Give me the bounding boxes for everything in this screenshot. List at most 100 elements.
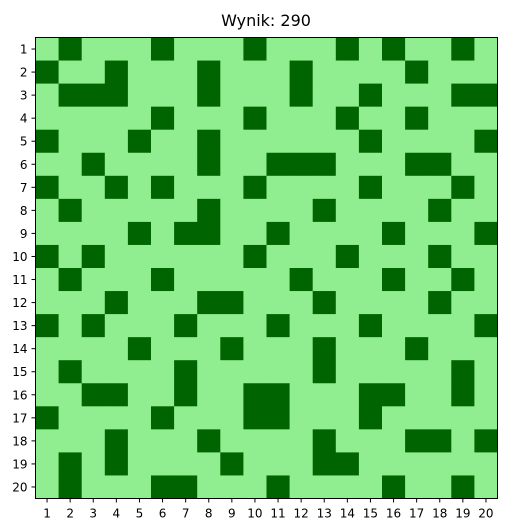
board-cell-filled[interactable] — [451, 383, 475, 407]
board-cell-empty[interactable] — [151, 360, 175, 384]
board-cell-filled[interactable] — [127, 337, 152, 361]
board-cell-empty[interactable] — [335, 60, 360, 84]
board-cell-empty[interactable] — [220, 129, 244, 154]
board-cell-empty[interactable] — [382, 291, 406, 315]
board-cell-empty[interactable] — [104, 244, 129, 269]
board-cell-empty[interactable] — [335, 406, 360, 430]
board-cell-empty[interactable] — [58, 337, 83, 361]
board-cell-empty[interactable] — [312, 314, 337, 338]
board-cell-empty[interactable] — [382, 360, 406, 384]
board-cell-empty[interactable] — [151, 244, 175, 269]
board-cell-filled[interactable] — [174, 360, 198, 384]
board-cell-filled[interactable] — [289, 60, 314, 84]
board-cell-empty[interactable] — [382, 175, 406, 200]
board-cell-empty[interactable] — [358, 429, 383, 453]
board-cell-filled[interactable] — [243, 406, 267, 430]
board-cell-empty[interactable] — [104, 360, 129, 384]
board-cell-empty[interactable] — [428, 268, 452, 292]
board-cell-empty[interactable] — [358, 452, 383, 476]
board-cell-empty[interactable] — [335, 268, 360, 292]
board-cell-filled[interactable] — [428, 291, 452, 315]
board-cell-empty[interactable] — [220, 406, 244, 430]
board-cell-empty[interactable] — [151, 452, 175, 476]
board-cell-filled[interactable] — [266, 383, 291, 407]
board-cell-empty[interactable] — [104, 406, 129, 430]
board-cell-filled[interactable] — [127, 221, 152, 246]
board-cell-empty[interactable] — [220, 106, 244, 131]
board-cell-empty[interactable] — [335, 314, 360, 338]
board-cell-empty[interactable] — [174, 406, 198, 430]
board-cell-empty[interactable] — [58, 406, 83, 430]
board-cell-empty[interactable] — [127, 106, 152, 131]
board-cell-empty[interactable] — [220, 175, 244, 200]
board-cell-empty[interactable] — [405, 383, 429, 407]
board-cell-empty[interactable] — [151, 314, 175, 338]
board-cell-empty[interactable] — [243, 268, 267, 292]
board-cell-empty[interactable] — [151, 221, 175, 246]
board-cell-filled[interactable] — [243, 383, 267, 407]
board-cell-filled[interactable] — [428, 152, 452, 177]
board-cell-empty[interactable] — [335, 429, 360, 453]
board-cell-empty[interactable] — [335, 175, 360, 200]
board-cell-empty[interactable] — [197, 314, 221, 338]
board-cell-filled[interactable] — [104, 383, 129, 407]
board-cell-filled[interactable] — [335, 452, 360, 476]
board-cell-empty[interactable] — [428, 106, 452, 131]
board-cell-filled[interactable] — [289, 268, 314, 292]
board-cell-empty[interactable] — [405, 175, 429, 200]
board-cell-filled[interactable] — [312, 360, 337, 384]
board-cell-empty[interactable] — [428, 337, 452, 361]
board-cell-empty[interactable] — [151, 129, 175, 154]
board-cell-filled[interactable] — [382, 475, 406, 499]
board-cell-filled[interactable] — [289, 152, 314, 177]
board-cell-empty[interactable] — [289, 244, 314, 269]
board-cell-filled[interactable] — [151, 37, 175, 61]
board-cell-empty[interactable] — [127, 244, 152, 269]
board-cell-empty[interactable] — [127, 198, 152, 223]
board-cell-empty[interactable] — [335, 129, 360, 154]
board-cell-empty[interactable] — [243, 129, 267, 154]
board-cell-empty[interactable] — [312, 406, 337, 430]
board-cell-empty[interactable] — [243, 152, 267, 177]
board-cell-empty[interactable] — [174, 337, 198, 361]
board-cell-empty[interactable] — [266, 129, 291, 154]
board-cell-empty[interactable] — [104, 268, 129, 292]
board-cell-filled[interactable] — [174, 314, 198, 338]
board-cell-empty[interactable] — [358, 152, 383, 177]
board-cell-empty[interactable] — [35, 291, 60, 315]
board-cell-empty[interactable] — [382, 452, 406, 476]
board-cell-empty[interactable] — [474, 360, 498, 384]
board-cell-empty[interactable] — [266, 175, 291, 200]
board-cell-empty[interactable] — [197, 244, 221, 269]
board-cell-empty[interactable] — [382, 406, 406, 430]
board-cell-filled[interactable] — [81, 244, 106, 269]
board-cell-empty[interactable] — [335, 291, 360, 315]
board-cell-empty[interactable] — [289, 106, 314, 131]
board-cell-empty[interactable] — [174, 60, 198, 84]
board-cell-empty[interactable] — [58, 221, 83, 246]
board-cell-empty[interactable] — [335, 360, 360, 384]
board-cell-empty[interactable] — [358, 221, 383, 246]
board-cell-empty[interactable] — [220, 314, 244, 338]
board-cell-filled[interactable] — [35, 175, 60, 200]
board-cell-empty[interactable] — [382, 152, 406, 177]
board-cell-empty[interactable] — [104, 221, 129, 246]
board-cell-empty[interactable] — [174, 244, 198, 269]
board-cell-filled[interactable] — [58, 475, 83, 499]
board-cell-empty[interactable] — [151, 152, 175, 177]
board-cell-empty[interactable] — [358, 60, 383, 84]
board-cell-empty[interactable] — [197, 383, 221, 407]
board-cell-filled[interactable] — [289, 83, 314, 108]
board-cell-empty[interactable] — [312, 175, 337, 200]
board-cell-empty[interactable] — [35, 83, 60, 108]
board-cell-empty[interactable] — [451, 152, 475, 177]
board-cell-filled[interactable] — [266, 475, 291, 499]
board-cell-filled[interactable] — [405, 429, 429, 453]
board-cell-empty[interactable] — [405, 268, 429, 292]
board-cell-empty[interactable] — [474, 406, 498, 430]
board-cell-empty[interactable] — [243, 452, 267, 476]
board-cell-empty[interactable] — [474, 475, 498, 499]
board-cell-filled[interactable] — [104, 429, 129, 453]
board-cell-filled[interactable] — [405, 106, 429, 131]
board-cell-filled[interactable] — [35, 314, 60, 338]
